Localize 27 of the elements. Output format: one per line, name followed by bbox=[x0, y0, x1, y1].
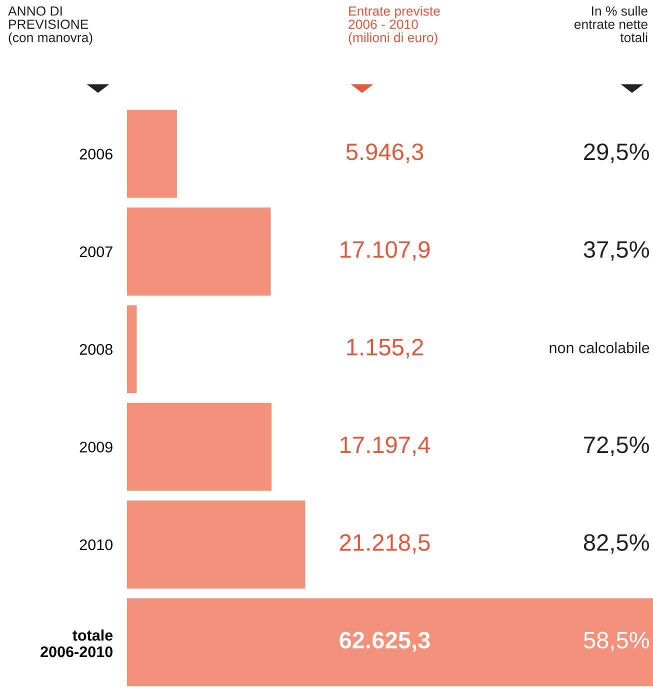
text: Entrate previste 2006 - 2010 (milioni di euro) bbox=[348, 6, 440, 45]
bar bbox=[127, 500, 306, 588]
bar bbox=[127, 305, 137, 394]
bar bbox=[127, 402, 272, 491]
y-tick-label: 2007 bbox=[80, 246, 112, 258]
bar bbox=[127, 110, 177, 198]
bar bbox=[127, 598, 653, 686]
text: ANNO DI PREVISIONE (con manovra) bbox=[8, 6, 92, 45]
y-tick-label: 2010 bbox=[80, 539, 113, 550]
annotation: 29,5% bbox=[584, 143, 650, 163]
data-label: 17.197,4 bbox=[340, 436, 430, 456]
bar bbox=[127, 208, 271, 296]
data-label: 62.625,3 bbox=[340, 632, 430, 652]
annotation: 82,5% bbox=[584, 534, 650, 554]
data-label: 1.155,2 bbox=[347, 338, 423, 358]
annotation: 37,5% bbox=[584, 241, 650, 261]
y-tick-label: totale 2006-2010 bbox=[40, 630, 113, 658]
annotation: 72,5% bbox=[584, 436, 650, 456]
text: In % sulle entrate nette totali bbox=[574, 6, 648, 42]
data-label: 21.218,5 bbox=[340, 534, 430, 554]
annotation: 58,5% bbox=[584, 632, 650, 652]
annotation: non calcolabile bbox=[550, 342, 650, 354]
y-tick-label: 2006 bbox=[80, 148, 112, 160]
data-label: 5.946,3 bbox=[346, 143, 424, 163]
data-label: 17.107,9 bbox=[340, 241, 430, 261]
y-tick-label: 2008 bbox=[80, 344, 112, 355]
y-tick-label: 2009 bbox=[80, 442, 112, 453]
